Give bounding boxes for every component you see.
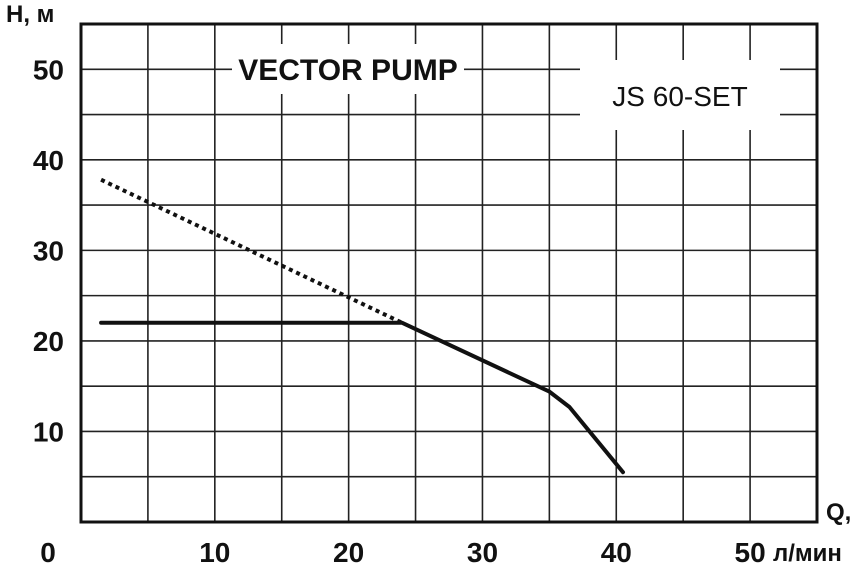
y-axis-label: H, м: [6, 1, 54, 28]
solid-series-line: [99, 320, 625, 475]
x-tick-label: 0: [40, 537, 56, 568]
x-tick-label: 40: [601, 537, 632, 568]
x-tick-label: 10: [199, 537, 230, 568]
tick-labels: 0 10 20 30 40 50 10 20 30 40 50: [33, 54, 766, 568]
y-tick-label: 20: [33, 326, 64, 357]
x-tick-label: 50: [735, 537, 766, 568]
model-label: JS 60-SET: [612, 81, 747, 112]
series-lines: [99, 177, 625, 475]
y-tick-label: 50: [33, 54, 64, 85]
y-tick-label: 40: [33, 145, 64, 176]
x-tick-label: 30: [467, 537, 498, 568]
y-tick-label: 10: [33, 416, 64, 447]
x-axis-label: Q,: [826, 499, 851, 526]
title-box: [232, 44, 464, 94]
x-axis-unit: л/мин: [773, 540, 842, 567]
x-tick-label: 20: [333, 537, 364, 568]
plot-frame: [79, 22, 819, 524]
chart-title: VECTOR PUMP: [238, 54, 457, 87]
y-tick-label: 30: [33, 235, 64, 266]
model-box: [580, 60, 780, 130]
